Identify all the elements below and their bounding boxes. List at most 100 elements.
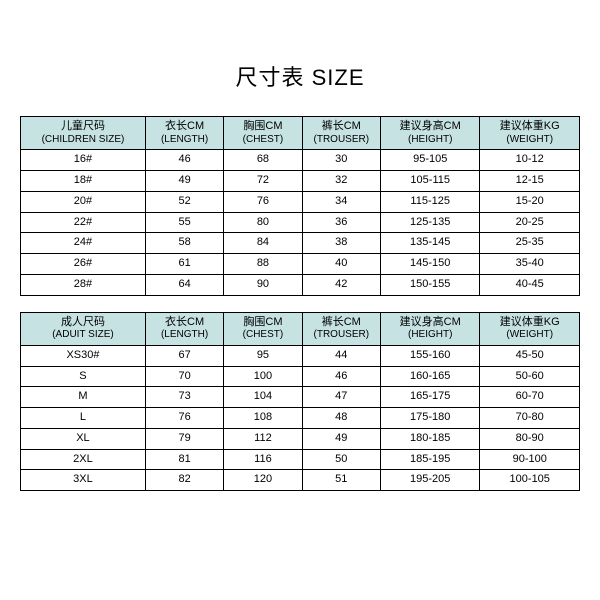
table-cell: XL: [21, 428, 146, 449]
table-cell: 76: [145, 408, 223, 429]
col-chest: 胸围CM(CHEST): [224, 117, 302, 150]
table-cell: 42: [302, 274, 380, 295]
table-cell: S: [21, 366, 146, 387]
table-header-row: 儿童尺码(CHILDREN SIZE) 衣长CM(LENGTH) 胸围CM(CH…: [21, 117, 580, 150]
table-cell: 32: [302, 171, 380, 192]
table-cell: 16#: [21, 150, 146, 171]
table-row: 2XL8111650185-19590-100: [21, 449, 580, 470]
table-cell: 18#: [21, 171, 146, 192]
table-cell: 15-20: [480, 191, 580, 212]
col-chest: 胸围CM(CHEST): [224, 312, 302, 345]
table-cell: 2XL: [21, 449, 146, 470]
adult-tbody: XS30#679544155-16045-50S7010046160-16550…: [21, 345, 580, 490]
table-cell: 30: [302, 150, 380, 171]
table-cell: 100: [224, 366, 302, 387]
table-cell: 73: [145, 387, 223, 408]
table-cell: 26#: [21, 254, 146, 275]
table-cell: 175-180: [380, 408, 480, 429]
table-cell: 90-100: [480, 449, 580, 470]
size-chart-page: 尺寸表 SIZE 儿童尺码(CHILDREN SIZE) 衣长CM(LENGTH…: [0, 0, 600, 600]
col-trouser: 裤长CM(TROUSER): [302, 312, 380, 345]
table-cell: 165-175: [380, 387, 480, 408]
adult-size-table: 成人尺码(ADUIT SIZE) 衣长CM(LENGTH) 胸围CM(CHEST…: [20, 312, 580, 492]
table-cell: 36: [302, 212, 380, 233]
table-cell: 46: [145, 150, 223, 171]
table-cell: 84: [224, 233, 302, 254]
children-tbody: 16#46683095-10510-1218#497232105-11512-1…: [21, 150, 580, 295]
table-cell: 195-205: [380, 470, 480, 491]
table-cell: 3XL: [21, 470, 146, 491]
table-cell: 28#: [21, 274, 146, 295]
table-cell: 61: [145, 254, 223, 275]
table-cell: 20-25: [480, 212, 580, 233]
col-weight: 建议体重KG(WEIGHT): [480, 117, 580, 150]
table-cell: 82: [145, 470, 223, 491]
table-cell: 25-35: [480, 233, 580, 254]
table-cell: 46: [302, 366, 380, 387]
table-row: L7610848175-18070-80: [21, 408, 580, 429]
table-cell: 150-155: [380, 274, 480, 295]
table-cell: 40-45: [480, 274, 580, 295]
table-cell: 125-135: [380, 212, 480, 233]
table-cell: 55: [145, 212, 223, 233]
table-cell: 80-90: [480, 428, 580, 449]
table-cell: 155-160: [380, 345, 480, 366]
col-height: 建议身高CM(HEIGHT): [380, 117, 480, 150]
table-cell: 38: [302, 233, 380, 254]
table-cell: 67: [145, 345, 223, 366]
col-height: 建议身高CM(HEIGHT): [380, 312, 480, 345]
table-cell: 44: [302, 345, 380, 366]
table-cell: 45-50: [480, 345, 580, 366]
table-cell: 105-115: [380, 171, 480, 192]
table-cell: 49: [145, 171, 223, 192]
table-cell: 34: [302, 191, 380, 212]
table-row: 26#618840145-15035-40: [21, 254, 580, 275]
table-cell: 70: [145, 366, 223, 387]
table-cell: 12-15: [480, 171, 580, 192]
table-cell: 50-60: [480, 366, 580, 387]
table-row: 24#588438135-14525-35: [21, 233, 580, 254]
table-cell: 180-185: [380, 428, 480, 449]
table-cell: 64: [145, 274, 223, 295]
table-cell: 47: [302, 387, 380, 408]
table-row: 20#527634115-12515-20: [21, 191, 580, 212]
table-cell: 70-80: [480, 408, 580, 429]
table-cell: 112: [224, 428, 302, 449]
table-cell: 120: [224, 470, 302, 491]
table-cell: 52: [145, 191, 223, 212]
table-cell: 81: [145, 449, 223, 470]
table-row: 18#497232105-11512-15: [21, 171, 580, 192]
table-cell: 185-195: [380, 449, 480, 470]
table-cell: L: [21, 408, 146, 429]
table-cell: 135-145: [380, 233, 480, 254]
table-cell: 80: [224, 212, 302, 233]
table-cell: 116: [224, 449, 302, 470]
table-cell: 160-165: [380, 366, 480, 387]
col-size: 儿童尺码(CHILDREN SIZE): [21, 117, 146, 150]
table-cell: 24#: [21, 233, 146, 254]
table-row: 28#649042150-15540-45: [21, 274, 580, 295]
children-size-table: 儿童尺码(CHILDREN SIZE) 衣长CM(LENGTH) 胸围CM(CH…: [20, 116, 580, 296]
table-cell: 35-40: [480, 254, 580, 275]
table-row: M7310447165-17560-70: [21, 387, 580, 408]
table-cell: 95-105: [380, 150, 480, 171]
table-cell: 115-125: [380, 191, 480, 212]
table-cell: 48: [302, 408, 380, 429]
table-cell: 50: [302, 449, 380, 470]
table-cell: 90: [224, 274, 302, 295]
col-size: 成人尺码(ADUIT SIZE): [21, 312, 146, 345]
table-cell: 58: [145, 233, 223, 254]
page-title: 尺寸表 SIZE: [0, 60, 600, 92]
table-cell: 20#: [21, 191, 146, 212]
table-cell: 10-12: [480, 150, 580, 171]
table-cell: 51: [302, 470, 380, 491]
col-weight: 建议体重KG(WEIGHT): [480, 312, 580, 345]
table-row: 3XL8212051195-205100-105: [21, 470, 580, 491]
table-cell: 88: [224, 254, 302, 275]
table-cell: 40: [302, 254, 380, 275]
table-cell: 145-150: [380, 254, 480, 275]
table-cell: 108: [224, 408, 302, 429]
table-cell: 72: [224, 171, 302, 192]
table-cell: 100-105: [480, 470, 580, 491]
table-cell: 104: [224, 387, 302, 408]
